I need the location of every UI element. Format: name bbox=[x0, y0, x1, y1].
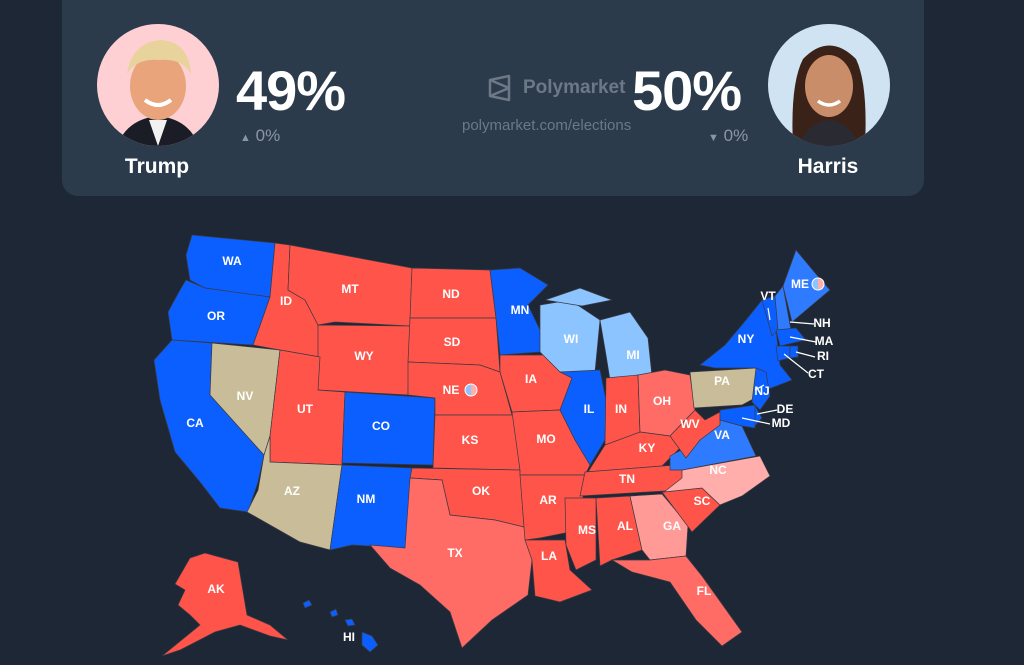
state-label-ks: KS bbox=[462, 433, 479, 447]
split-district-icon[interactable] bbox=[811, 277, 825, 291]
state-label-tn: TN bbox=[619, 472, 635, 486]
leader-line-nh bbox=[789, 321, 815, 325]
state-label-ms: MS bbox=[578, 523, 596, 537]
brand-url[interactable]: polymarket.com/elections bbox=[462, 117, 632, 134]
state-label-pa: PA bbox=[714, 374, 730, 388]
trump-percent: 49% bbox=[236, 59, 346, 122]
state-label-wa: WA bbox=[222, 254, 242, 268]
state-label-tx: TX bbox=[447, 546, 462, 560]
state-label-il: IL bbox=[584, 402, 595, 416]
state-label-ia: IA bbox=[525, 372, 537, 386]
harris-avatar bbox=[768, 24, 890, 146]
state-hi[interactable] bbox=[302, 599, 379, 653]
state-tx[interactable] bbox=[369, 477, 533, 649]
state-label-in: IN bbox=[615, 402, 627, 416]
state-label-ok: OK bbox=[472, 484, 490, 498]
leader-line-ma bbox=[789, 336, 817, 343]
state-label-ny: NY bbox=[738, 332, 755, 346]
trump-avatar bbox=[97, 24, 219, 146]
state-label-or: OR bbox=[207, 309, 225, 323]
triangle-up-icon: ▲ bbox=[240, 132, 251, 144]
state-ct[interactable] bbox=[775, 345, 791, 362]
state-label-co: CO bbox=[372, 419, 390, 433]
harris-change: ▼ 0% bbox=[708, 126, 748, 146]
leader-line-de bbox=[756, 409, 778, 415]
odds-header-card: Trump 49% ▲ 0% Polymarket polymarket.com… bbox=[62, 0, 924, 196]
state-label-az: AZ bbox=[284, 484, 300, 498]
leader-line-vt bbox=[767, 307, 771, 321]
state-label-la: LA bbox=[541, 549, 557, 563]
state-label-va: VA bbox=[714, 428, 730, 442]
state-label-nm: NM bbox=[357, 492, 376, 506]
triangle-down-icon: ▼ bbox=[708, 132, 719, 144]
trump-name: Trump bbox=[124, 155, 190, 178]
state-nc[interactable] bbox=[662, 455, 771, 506]
state-label-nd: ND bbox=[442, 287, 460, 301]
state-ri[interactable] bbox=[789, 345, 799, 359]
state-label-nh: NH bbox=[813, 316, 830, 330]
split-district-icon[interactable] bbox=[464, 383, 478, 397]
state-label-ga: GA bbox=[663, 519, 681, 533]
trump-change-value: 0% bbox=[255, 126, 281, 145]
state-label-al: AL bbox=[617, 519, 633, 533]
leader-line-md bbox=[741, 417, 771, 425]
state-label-nc: NC bbox=[709, 463, 727, 477]
state-label-hi: HI bbox=[343, 630, 355, 644]
state-label-ct: CT bbox=[808, 367, 825, 381]
state-label-ar: AR bbox=[539, 493, 557, 507]
state-label-me: ME bbox=[791, 277, 809, 291]
state-ms[interactable] bbox=[564, 497, 597, 571]
state-label-ma: MA bbox=[815, 334, 834, 348]
state-label-wy: WY bbox=[354, 349, 373, 363]
harris-name: Harris bbox=[797, 155, 859, 178]
state-fl[interactable] bbox=[610, 555, 743, 647]
state-nm[interactable] bbox=[329, 464, 413, 551]
state-il[interactable] bbox=[558, 369, 607, 466]
state-label-ne: NE bbox=[443, 383, 460, 397]
state-label-ak: AK bbox=[207, 582, 225, 596]
state-label-wv: WV bbox=[680, 417, 699, 431]
state-label-nv: NV bbox=[237, 389, 254, 403]
state-label-sd: SD bbox=[444, 335, 461, 349]
state-label-wi: WI bbox=[564, 332, 579, 346]
state-label-nj: NJ bbox=[754, 384, 769, 398]
state-md[interactable] bbox=[719, 404, 756, 429]
state-label-fl: FL bbox=[697, 584, 712, 598]
state-label-oh: OH bbox=[653, 394, 671, 408]
leader-line-nj bbox=[754, 384, 765, 391]
state-label-mt: MT bbox=[341, 282, 359, 296]
state-label-mi: MI bbox=[626, 348, 639, 362]
state-ak[interactable] bbox=[161, 552, 289, 657]
polymarket-logo-icon bbox=[488, 74, 511, 102]
state-label-md: MD bbox=[772, 416, 791, 430]
state-label-ky: KY bbox=[639, 441, 656, 455]
state-label-id: ID bbox=[280, 294, 292, 308]
polymarket-brand[interactable]: Polymarket bbox=[487, 74, 625, 102]
state-label-ut: UT bbox=[297, 402, 314, 416]
state-label-ri: RI bbox=[817, 349, 829, 363]
state-az[interactable] bbox=[246, 435, 343, 551]
state-al[interactable] bbox=[595, 495, 643, 567]
leader-line-ct bbox=[783, 353, 809, 374]
harris-change-value: 0% bbox=[723, 126, 749, 145]
state-label-ca: CA bbox=[186, 416, 204, 430]
state-label-mn: MN bbox=[511, 303, 530, 317]
leader-line-ri bbox=[795, 351, 816, 358]
harris-percent: 50% bbox=[632, 59, 742, 122]
trump-change: ▲ 0% bbox=[240, 126, 280, 146]
brand-name: Polymarket bbox=[523, 77, 626, 98]
state-label-vt: VT bbox=[760, 289, 776, 303]
state-nj[interactable] bbox=[751, 367, 771, 411]
state-label-mo: MO bbox=[536, 432, 555, 446]
state-label-sc: SC bbox=[694, 494, 711, 508]
state-label-de: DE bbox=[777, 402, 794, 416]
